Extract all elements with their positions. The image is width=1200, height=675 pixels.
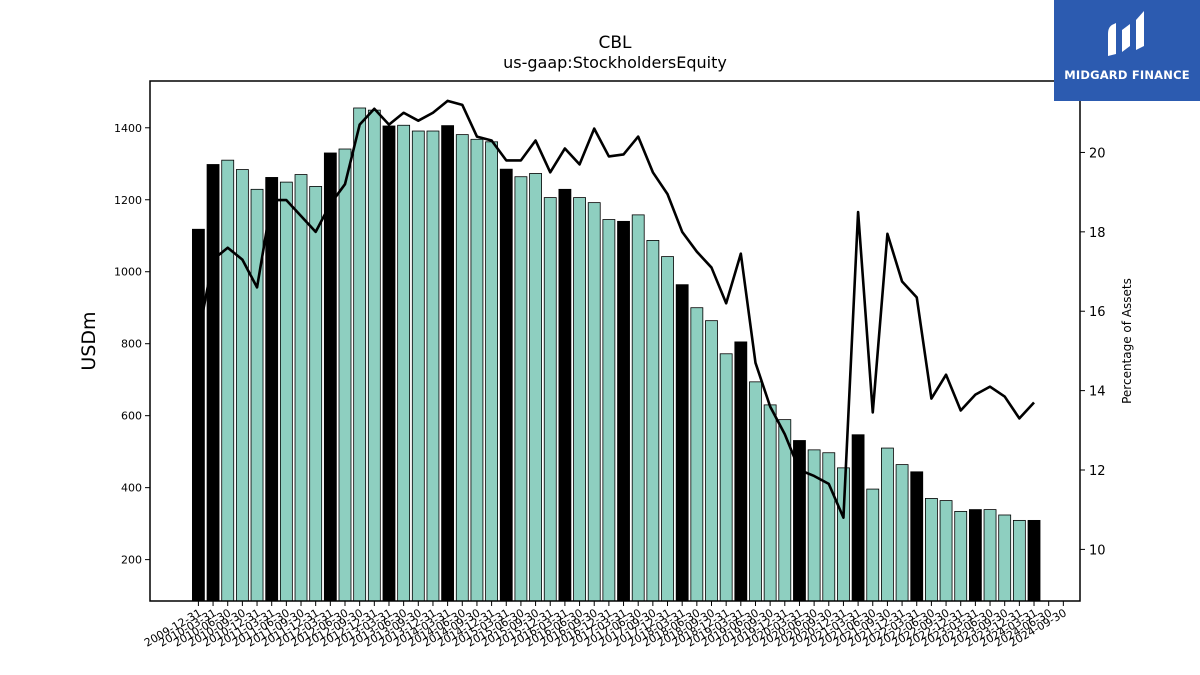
bar — [690, 307, 704, 602]
bar — [998, 514, 1012, 602]
y-axis-left: 200 400 600 800 1000 1200 1400 — [114, 122, 150, 567]
bar — [411, 130, 425, 602]
bar — [837, 467, 850, 602]
bar — [983, 509, 997, 602]
bar — [1012, 519, 1026, 602]
bar — [866, 488, 880, 602]
bar — [543, 197, 557, 602]
y2-tick-label: 18 — [1089, 226, 1106, 241]
bar — [675, 284, 689, 602]
chart-title: CBL — [598, 33, 632, 53]
bar — [499, 168, 513, 602]
brand-name: MIDGARD FINANCE — [1064, 68, 1190, 82]
y-tick-label: 1000 — [114, 266, 142, 279]
bar — [367, 109, 381, 602]
bar — [529, 173, 542, 602]
bar — [279, 181, 293, 602]
bar — [587, 202, 601, 602]
bar — [851, 434, 865, 602]
bar — [661, 256, 674, 602]
bar — [309, 186, 323, 602]
bar — [470, 138, 484, 602]
bar — [968, 509, 982, 602]
bar — [265, 177, 279, 602]
y2-tick-label: 12 — [1089, 464, 1106, 479]
plot-frame — [149, 80, 1081, 602]
bar — [426, 130, 440, 602]
bar — [631, 214, 645, 602]
y-tick-label: 1200 — [114, 194, 142, 207]
bar — [294, 174, 308, 602]
bar — [954, 510, 968, 602]
y-tick-label: 800 — [121, 338, 142, 351]
bar — [705, 320, 718, 602]
chart-subtitle: us-gaap:StockholdersEquity — [503, 53, 727, 72]
bar — [602, 219, 616, 602]
bar — [793, 440, 806, 602]
bar — [235, 169, 249, 602]
bar — [323, 152, 337, 602]
bar — [221, 159, 235, 602]
bar — [441, 125, 455, 602]
percentage-line-series — [197, 99, 1035, 519]
bar — [353, 107, 367, 602]
y-axis-label: USDm — [78, 311, 100, 370]
bar — [558, 188, 572, 602]
brand-logo: MIDGARD FINANCE — [1054, 0, 1200, 101]
y-tick-label: 200 — [121, 554, 142, 567]
bar — [338, 148, 352, 602]
bar — [719, 353, 733, 602]
percentage-line — [197, 99, 1035, 519]
y-axis-right: 10 12 14 16 18 20 — [1080, 146, 1106, 558]
bar — [617, 220, 630, 602]
bar — [455, 134, 469, 602]
bar — [382, 125, 396, 602]
bar — [485, 141, 499, 602]
bar — [910, 471, 924, 602]
bar — [807, 449, 821, 602]
bar-series — [191, 107, 1041, 602]
bar — [939, 500, 953, 602]
bar — [397, 124, 411, 602]
y2-axis-label: Percentage of Assets — [1120, 278, 1134, 404]
bar — [763, 404, 777, 602]
x-axis: 2009-12-312010-03-312010-06-302010-09-30… — [142, 601, 1069, 650]
y-tick-label: 400 — [121, 482, 142, 495]
bar — [734, 341, 748, 602]
bar — [250, 188, 264, 602]
y-tick-label: 600 — [121, 410, 142, 423]
midgard-m-icon — [1108, 11, 1144, 56]
bar — [749, 381, 762, 602]
y2-tick-label: 10 — [1089, 543, 1106, 558]
bar — [925, 498, 938, 602]
bar — [646, 240, 660, 602]
bar — [881, 447, 894, 602]
bar — [191, 228, 205, 602]
bar — [206, 164, 220, 602]
bar — [1027, 519, 1041, 602]
y-tick-label: 1400 — [114, 122, 142, 135]
bar — [822, 452, 836, 602]
y2-tick-label: 20 — [1089, 146, 1106, 161]
bar — [573, 197, 586, 602]
y2-tick-label: 14 — [1089, 385, 1106, 400]
bar — [514, 176, 528, 602]
y2-tick-label: 16 — [1089, 305, 1106, 320]
bar — [895, 464, 909, 602]
